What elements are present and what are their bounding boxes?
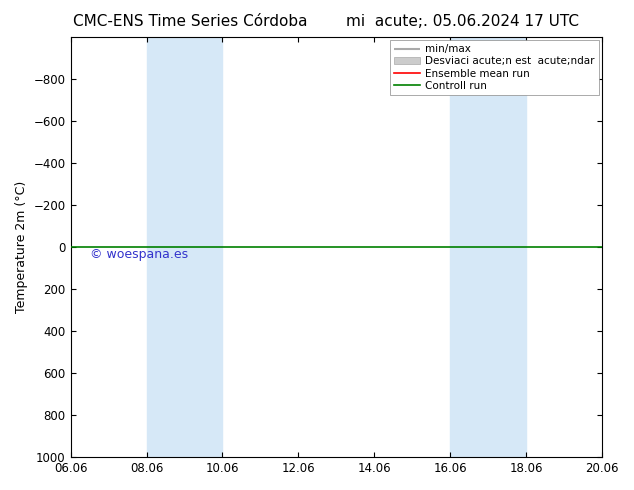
Bar: [146, 37, 223, 457]
Y-axis label: Temperature 2m (°C): Temperature 2m (°C): [15, 181, 28, 313]
Text: mi  acute;. 05.06.2024 17 UTC: mi acute;. 05.06.2024 17 UTC: [346, 14, 579, 29]
Bar: [450, 37, 526, 457]
Text: © woespana.es: © woespana.es: [89, 247, 188, 261]
Text: CMC-ENS Time Series Córdoba: CMC-ENS Time Series Córdoba: [73, 14, 307, 29]
Legend: min/max, Desviaci acute;n est  acute;ndar, Ensemble mean run, Controll run: min/max, Desviaci acute;n est acute;ndar…: [390, 40, 599, 95]
